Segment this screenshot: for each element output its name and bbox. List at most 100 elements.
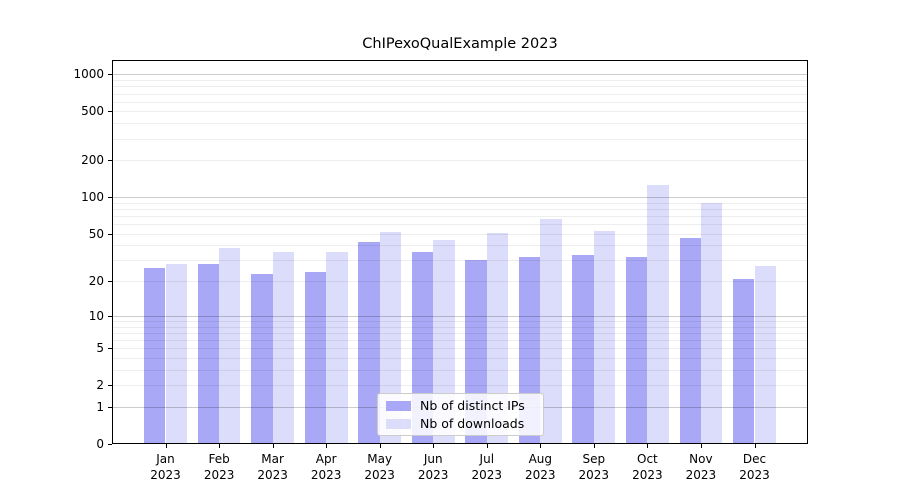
gridline-minor-80 bbox=[112, 208, 808, 210]
y-tick-10 bbox=[108, 315, 112, 317]
gridline-major-1000 bbox=[112, 74, 808, 76]
y-tick-label-50: 50 bbox=[88, 226, 104, 241]
gridline-minor-6 bbox=[112, 339, 808, 341]
y-tick-label-500: 500 bbox=[81, 104, 104, 119]
x-tick-nov bbox=[700, 444, 702, 448]
y-tick-label-0: 0 bbox=[96, 437, 104, 451]
y-tick-label-1000: 1000 bbox=[73, 67, 104, 82]
x-tick-label-aug: Aug 2023 bbox=[508, 451, 572, 483]
gridline-minor-90 bbox=[112, 202, 808, 204]
bar-nb-of-distinct-ips-nov bbox=[679, 238, 701, 443]
x-tick-year-may: 2023 bbox=[364, 468, 395, 482]
bar-nb-of-distinct-ips-sep bbox=[572, 255, 594, 443]
x-tick-label-jun: Jun 2023 bbox=[401, 451, 465, 483]
y-tick-label-1: 1 bbox=[96, 399, 104, 414]
y-tick-2 bbox=[108, 385, 112, 387]
x-tick-label-feb: Feb 2023 bbox=[187, 451, 251, 483]
x-tick-month-mar: Mar bbox=[261, 452, 284, 466]
y-tick-0 bbox=[108, 444, 112, 445]
legend-item-downloads: Nb of downloads bbox=[386, 416, 537, 431]
x-tick-jul bbox=[486, 444, 488, 448]
x-tick-year-dec: 2023 bbox=[739, 468, 770, 482]
y-tick-50 bbox=[108, 233, 112, 235]
y-tick-1000 bbox=[108, 74, 112, 76]
bar-nb-of-distinct-ips-apr bbox=[304, 271, 327, 443]
x-tick-month-dec: Dec bbox=[742, 452, 767, 466]
x-tick-year-feb: 2023 bbox=[203, 468, 235, 482]
x-tick-jun bbox=[433, 444, 435, 448]
x-tick-label-apr: Apr 2023 bbox=[294, 451, 358, 483]
bar-nb-of-downloads-jan bbox=[165, 263, 187, 443]
gridline-minor-30 bbox=[112, 260, 808, 262]
y-tick-label-200: 200 bbox=[81, 153, 104, 168]
x-tick-month-jul: Jul bbox=[479, 452, 495, 466]
bar-nb-of-distinct-ips-dec bbox=[733, 278, 755, 443]
x-tick-year-mar: 2023 bbox=[257, 468, 288, 482]
x-tick-aug bbox=[540, 444, 542, 448]
gridline-minor-70 bbox=[112, 216, 808, 217]
gridline-minor-8 bbox=[112, 326, 808, 328]
gridline-minor-400 bbox=[112, 123, 808, 125]
gridline-minor-5 bbox=[112, 348, 808, 350]
bar-nb-of-distinct-ips-oct bbox=[626, 256, 648, 443]
x-tick-may bbox=[379, 444, 381, 448]
x-tick-month-oct: Oct bbox=[637, 452, 658, 466]
bar-nb-of-distinct-ips-feb bbox=[197, 263, 220, 443]
gridline-minor-9 bbox=[112, 320, 808, 322]
gridline-major-10 bbox=[112, 315, 808, 317]
x-tick-month-may: May bbox=[367, 452, 393, 466]
x-tick-jan bbox=[165, 444, 167, 448]
gridline-minor-20 bbox=[112, 281, 808, 283]
legend-swatch-distinct-ips-icon bbox=[386, 400, 411, 411]
x-tick-apr bbox=[326, 444, 328, 448]
bar-nb-of-downloads-oct bbox=[647, 185, 669, 443]
x-tick-label-sep: Sep 2023 bbox=[562, 451, 626, 483]
bar-nb-of-downloads-jul bbox=[486, 232, 509, 443]
bar-nb-of-downloads-nov bbox=[700, 202, 723, 443]
bar-nb-of-downloads-apr bbox=[326, 252, 348, 443]
x-tick-label-nov: Nov 2023 bbox=[669, 451, 733, 483]
legend: Nb of distinct IPs Nb of downloads bbox=[377, 393, 544, 436]
x-tick-year-oct: 2023 bbox=[632, 468, 663, 482]
x-tick-year-apr: 2023 bbox=[310, 468, 342, 482]
x-tick-month-apr: Apr bbox=[315, 452, 337, 466]
bar-nb-of-downloads-dec bbox=[754, 265, 776, 443]
bar-nb-of-downloads-aug bbox=[540, 219, 562, 443]
gridline-minor-900 bbox=[112, 80, 808, 81]
gridline-minor-50 bbox=[112, 233, 808, 235]
gridline-minor-2 bbox=[112, 385, 808, 387]
bar-nb-of-downloads-sep bbox=[593, 230, 616, 443]
x-tick-month-jun: Jun bbox=[423, 452, 443, 466]
x-tick-month-nov: Nov bbox=[689, 452, 713, 466]
gridline-minor-4 bbox=[112, 357, 808, 359]
x-tick-year-jul: 2023 bbox=[471, 468, 503, 482]
x-tick-year-aug: 2023 bbox=[525, 468, 556, 482]
x-tick-year-sep: 2023 bbox=[578, 468, 610, 482]
bar-nb-of-distinct-ips-jan bbox=[144, 267, 166, 443]
bar-nb-of-distinct-ips-may bbox=[358, 241, 380, 443]
gridline-minor-700 bbox=[112, 93, 808, 95]
gridline-minor-40 bbox=[112, 245, 808, 247]
y-tick-5 bbox=[108, 348, 112, 350]
x-tick-year-jan: 2023 bbox=[150, 468, 181, 482]
gridline-minor-200 bbox=[112, 160, 808, 162]
x-tick-sep bbox=[593, 444, 595, 448]
bar-nb-of-downloads-may bbox=[379, 231, 402, 443]
x-tick-label-jan: Jan 2023 bbox=[134, 451, 198, 483]
x-tick-label-mar: Mar 2023 bbox=[241, 451, 305, 483]
x-tick-label-may: May 2023 bbox=[348, 451, 412, 483]
bar-nb-of-downloads-jun bbox=[433, 240, 455, 443]
x-tick-mar bbox=[272, 444, 274, 448]
y-tick-label-5: 5 bbox=[96, 341, 104, 356]
y-tick-label-10: 10 bbox=[88, 308, 104, 323]
gridline-minor-800 bbox=[112, 86, 808, 88]
bar-nb-of-downloads-mar bbox=[272, 252, 294, 443]
x-tick-label-jul: Jul 2023 bbox=[455, 451, 519, 483]
legend-item-distinct-ips: Nb of distinct IPs bbox=[386, 398, 537, 413]
gridline-major-100 bbox=[112, 197, 808, 199]
x-tick-year-nov: 2023 bbox=[685, 468, 717, 482]
gridline-minor-3 bbox=[112, 369, 808, 371]
gridline-minor-60 bbox=[112, 224, 808, 226]
y-tick-label-100: 100 bbox=[81, 190, 104, 205]
